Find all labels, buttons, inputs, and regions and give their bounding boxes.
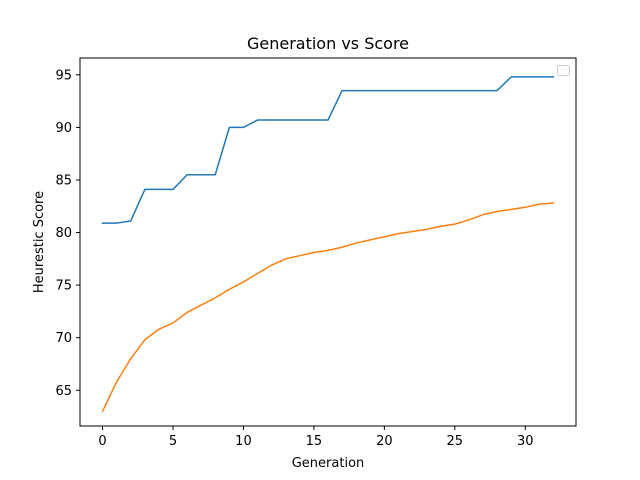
y-tick-label: 85 <box>55 173 72 188</box>
y-tick-label: 90 <box>55 121 72 136</box>
x-tick-label: 0 <box>98 434 106 449</box>
x-tick-label: 5 <box>169 434 177 449</box>
x-tick-label: 30 <box>517 434 534 449</box>
y-tick-label: 75 <box>55 279 72 294</box>
x-tick-label: 20 <box>376 434 393 449</box>
y-axis-ticks: 65 70 75 80 85 90 95 <box>55 68 80 399</box>
x-axis-ticks: 0 5 10 15 20 25 30 <box>98 426 534 449</box>
y-tick-label: 80 <box>55 226 72 241</box>
y-tick-label: 65 <box>55 384 72 399</box>
plot-frame <box>79 57 577 427</box>
y-tick-label: 95 <box>55 68 72 83</box>
x-tick-label: 25 <box>447 434 464 449</box>
x-tick-label: 10 <box>235 434 252 449</box>
series-line-2 <box>101 202 555 413</box>
chart-title: Generation vs Score <box>247 34 409 53</box>
legend-box <box>557 65 570 76</box>
x-tick-label: 15 <box>306 434 323 449</box>
y-axis-label: Heurestic Score <box>32 191 47 293</box>
series-line-1 <box>101 76 555 224</box>
plot-lines <box>101 76 555 413</box>
x-axis-label: Generation <box>292 456 365 471</box>
y-tick-label: 70 <box>55 331 72 346</box>
